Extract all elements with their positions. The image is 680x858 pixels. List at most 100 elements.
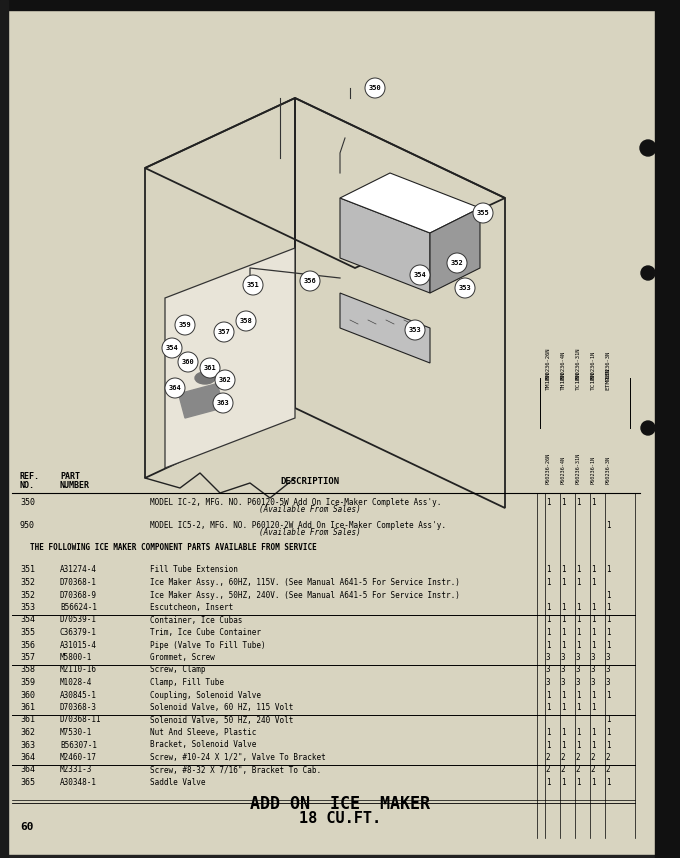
Text: 2: 2 bbox=[591, 753, 595, 762]
Circle shape bbox=[215, 370, 235, 390]
Text: 361: 361 bbox=[203, 365, 216, 371]
Text: Grommet, Screw: Grommet, Screw bbox=[150, 653, 215, 662]
Text: 352: 352 bbox=[20, 590, 35, 600]
Circle shape bbox=[447, 253, 467, 273]
Text: 1: 1 bbox=[561, 740, 565, 750]
Text: 3: 3 bbox=[591, 666, 595, 674]
Text: 1: 1 bbox=[591, 498, 595, 507]
Bar bbox=[0, 855, 680, 858]
Text: 3: 3 bbox=[576, 678, 580, 687]
Text: 1: 1 bbox=[545, 778, 550, 787]
Text: Escutcheon, Insert: Escutcheon, Insert bbox=[150, 603, 233, 612]
Text: (Available From Sales): (Available From Sales) bbox=[259, 505, 361, 514]
Text: Ice Maker Assy., 50HZ, 240V. (See Manual A641-5 For Service Instr.): Ice Maker Assy., 50HZ, 240V. (See Manual… bbox=[150, 590, 460, 600]
Text: DESCRIPTION: DESCRIPTION bbox=[280, 477, 339, 486]
Text: 355: 355 bbox=[20, 628, 35, 637]
Text: Coupling, Solenoid Valve: Coupling, Solenoid Valve bbox=[150, 691, 261, 699]
Text: 350: 350 bbox=[20, 498, 35, 507]
Polygon shape bbox=[430, 208, 480, 293]
Text: P60236-26N: P60236-26N bbox=[545, 453, 551, 484]
Text: 1: 1 bbox=[561, 778, 565, 787]
Text: THE FOLLOWING ICE MAKER COMPONENT PARTS AVAILABLE FROM SERVICE: THE FOLLOWING ICE MAKER COMPONENT PARTS … bbox=[30, 543, 317, 552]
Text: 1: 1 bbox=[591, 578, 595, 587]
Text: 352: 352 bbox=[20, 578, 35, 587]
Circle shape bbox=[214, 322, 234, 342]
Text: 2: 2 bbox=[576, 753, 580, 762]
Polygon shape bbox=[340, 173, 480, 233]
Text: Solenoid Valve, 50 HZ, 240 Volt: Solenoid Valve, 50 HZ, 240 Volt bbox=[150, 716, 293, 724]
Text: A30348-1: A30348-1 bbox=[60, 778, 97, 787]
Text: C36379-1: C36379-1 bbox=[60, 628, 97, 637]
Text: 1: 1 bbox=[545, 703, 550, 712]
Text: 2: 2 bbox=[545, 753, 550, 762]
Text: 364: 364 bbox=[169, 385, 182, 391]
Circle shape bbox=[243, 275, 263, 295]
Text: 363: 363 bbox=[217, 400, 229, 406]
Circle shape bbox=[365, 78, 385, 98]
Text: TC18N: TC18N bbox=[590, 372, 596, 390]
Text: Clamp, Fill Tube: Clamp, Fill Tube bbox=[150, 678, 224, 687]
Text: B56624-1: B56624-1 bbox=[60, 603, 97, 612]
Text: 2: 2 bbox=[545, 765, 550, 775]
Text: D70368-9: D70368-9 bbox=[60, 590, 97, 600]
Text: MODEL IC-2, MFG. NO. P60120-5W Add On Ice-Maker Complete Ass'y.: MODEL IC-2, MFG. NO. P60120-5W Add On Ic… bbox=[150, 498, 441, 507]
Text: 3: 3 bbox=[545, 666, 550, 674]
Text: 1: 1 bbox=[576, 641, 580, 650]
Text: P60236-26N: P60236-26N bbox=[545, 347, 551, 380]
Text: A30845-1: A30845-1 bbox=[60, 691, 97, 699]
Text: 361: 361 bbox=[20, 716, 35, 724]
Text: P60236-1N: P60236-1N bbox=[590, 351, 596, 380]
Text: 1: 1 bbox=[591, 615, 595, 625]
Text: M2460-17: M2460-17 bbox=[60, 753, 97, 762]
Text: 1: 1 bbox=[561, 615, 565, 625]
Text: 3: 3 bbox=[606, 678, 611, 687]
Text: 1: 1 bbox=[591, 703, 595, 712]
Text: P60236-4N: P60236-4N bbox=[560, 351, 566, 380]
Text: 1: 1 bbox=[576, 778, 580, 787]
Polygon shape bbox=[165, 248, 295, 468]
Text: 1: 1 bbox=[591, 778, 595, 787]
Polygon shape bbox=[340, 198, 430, 293]
Text: M5800-1: M5800-1 bbox=[60, 653, 92, 662]
Text: 358: 358 bbox=[20, 666, 35, 674]
Text: 1: 1 bbox=[561, 603, 565, 612]
Text: ETM18N: ETM18N bbox=[605, 367, 611, 390]
Text: 361: 361 bbox=[20, 703, 35, 712]
Text: A31015-4: A31015-4 bbox=[60, 641, 97, 650]
Text: 1: 1 bbox=[545, 628, 550, 637]
Text: NUMBER: NUMBER bbox=[60, 481, 90, 490]
Text: 1: 1 bbox=[561, 641, 565, 650]
Polygon shape bbox=[340, 293, 430, 363]
Text: B56307-1: B56307-1 bbox=[60, 740, 97, 750]
Text: 3: 3 bbox=[606, 653, 611, 662]
Text: Bracket, Solenoid Valve: Bracket, Solenoid Valve bbox=[150, 740, 256, 750]
Text: 1: 1 bbox=[561, 565, 565, 575]
Bar bbox=[0, 0, 8, 858]
Circle shape bbox=[641, 266, 655, 280]
Text: 357: 357 bbox=[20, 653, 35, 662]
Text: 1: 1 bbox=[545, 641, 550, 650]
Text: 364: 364 bbox=[20, 753, 35, 762]
Text: Nut And Sleeve, Plastic: Nut And Sleeve, Plastic bbox=[150, 728, 256, 737]
Ellipse shape bbox=[195, 372, 215, 384]
Circle shape bbox=[405, 320, 425, 340]
Text: ADD ON  ICE  MAKER: ADD ON ICE MAKER bbox=[250, 795, 430, 813]
Text: 357: 357 bbox=[218, 329, 231, 335]
Text: 2: 2 bbox=[561, 753, 565, 762]
Text: 1: 1 bbox=[561, 628, 565, 637]
Text: 1: 1 bbox=[576, 603, 580, 612]
Text: 1: 1 bbox=[606, 603, 611, 612]
Circle shape bbox=[641, 421, 655, 435]
Text: 1: 1 bbox=[606, 590, 611, 600]
Text: P60236-1N: P60236-1N bbox=[590, 456, 596, 484]
Text: 1: 1 bbox=[591, 641, 595, 650]
Text: 351: 351 bbox=[247, 282, 259, 288]
Text: 359: 359 bbox=[20, 678, 35, 687]
Text: Container, Ice Cubas: Container, Ice Cubas bbox=[150, 615, 243, 625]
Text: P60236-3N: P60236-3N bbox=[605, 456, 611, 484]
Text: 364: 364 bbox=[20, 765, 35, 775]
Circle shape bbox=[300, 271, 320, 291]
Text: 359: 359 bbox=[179, 322, 191, 328]
Text: 354: 354 bbox=[20, 615, 35, 625]
Text: Solenoid Valve, 60 HZ, 115 Volt: Solenoid Valve, 60 HZ, 115 Volt bbox=[150, 703, 293, 712]
